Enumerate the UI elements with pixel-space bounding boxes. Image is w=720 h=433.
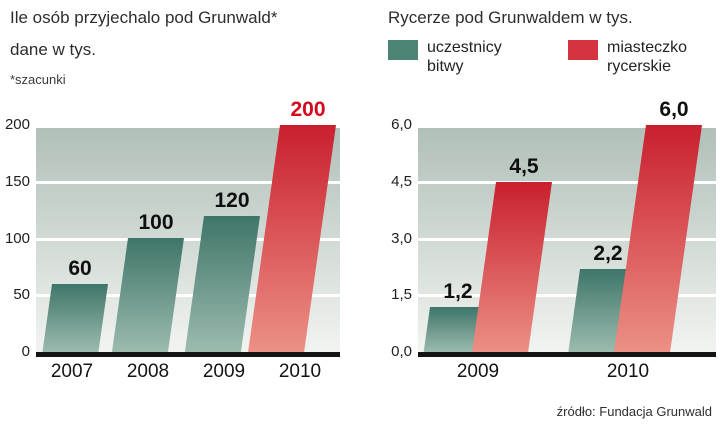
gridline (36, 181, 340, 184)
legend-item-participants: uczestnicy bitwy (388, 38, 502, 76)
left-chart-plot: 60 100 120 200 (36, 98, 340, 357)
bar-2009-red (472, 182, 552, 352)
y-axis-tick-label: 200 (4, 116, 30, 133)
x-axis-category-label: 2009 (456, 361, 500, 382)
x-axis-baseline (418, 352, 716, 357)
y-axis-tick-label: 3,0 (391, 230, 412, 247)
bar-2007-teal (42, 284, 108, 352)
x-axis-category-label: 2007 (50, 361, 94, 382)
y-axis-tick-label: 4,5 (391, 173, 412, 190)
y-axis-tick-label: 100 (4, 230, 30, 247)
legend-label-line: rycerskie (607, 58, 672, 75)
bar-value-label: 6,0 (659, 98, 689, 121)
right-chart-x-axis: 2009 2010 (418, 361, 716, 387)
y-axis-tick-label: 0 (21, 343, 30, 360)
bar-value-label: 120 (214, 189, 250, 212)
x-axis-category-label: 2010 (278, 361, 322, 382)
y-axis-tick-label: 6,0 (391, 116, 412, 133)
source-credit: źródło: Fundacja Grunwald (556, 404, 712, 419)
right-chart-plot: 1,2 2,2 4,5 6,0 (418, 98, 716, 357)
gridline (418, 294, 716, 297)
legend-label-knights-town: miasteczko rycerskie (607, 38, 687, 76)
left-chart-x-axis: 2007 2008 2009 2010 (36, 361, 340, 387)
bar-value-label: 2,2 (593, 242, 623, 265)
gridline (418, 238, 716, 241)
y-axis-tick-label: 150 (4, 173, 30, 190)
gridline (36, 238, 340, 241)
bar-value-label: 4,5 (509, 155, 539, 178)
legend-label-participants: uczestnicy bitwy (427, 38, 502, 76)
bar-value-label: 100 (138, 211, 174, 234)
legend-item-knights-town: miasteczko rycerskie (568, 38, 687, 76)
gridline (418, 181, 716, 184)
gridline (36, 125, 340, 128)
bar-2008-teal (111, 238, 184, 352)
left-chart-footnote: *szacunki (10, 72, 66, 87)
legend-swatch-red-icon (568, 40, 598, 60)
y-axis-tick-label: 0,0 (391, 343, 412, 360)
legend-label-line: uczestnicy (427, 39, 502, 56)
y-axis-tick-label: 1,5 (391, 286, 412, 303)
y-axis-tick-label: 50 (13, 286, 30, 303)
bar-2009-teal (184, 216, 260, 352)
x-axis-category-label: 2008 (126, 361, 170, 382)
left-chart-title: Ile osób przyjechalo pod Grunwald* (10, 8, 278, 27)
legend-label-line: bitwy (427, 58, 464, 75)
legend-label-line: miasteczko (607, 39, 688, 56)
x-axis-baseline (36, 352, 340, 357)
gridline (418, 125, 716, 128)
bar-value-label: 200 (290, 98, 326, 121)
x-axis-category-label: 2009 (202, 361, 246, 382)
gridline (36, 294, 340, 297)
legend-swatch-teal-icon (388, 40, 418, 60)
x-axis-category-label: 2010 (606, 361, 650, 382)
right-chart-title: Rycerze pod Grunwaldem w tys. (388, 8, 633, 27)
right-chart-y-axis: 6,0 4,5 3,0 1,5 0,0 (378, 116, 414, 360)
bar-value-label: 60 (68, 257, 92, 280)
bar-value-label: 1,2 (443, 280, 473, 303)
left-chart-subtitle: dane w tys. (10, 40, 96, 59)
left-chart-y-axis: 200 150 100 50 0 (0, 116, 32, 360)
